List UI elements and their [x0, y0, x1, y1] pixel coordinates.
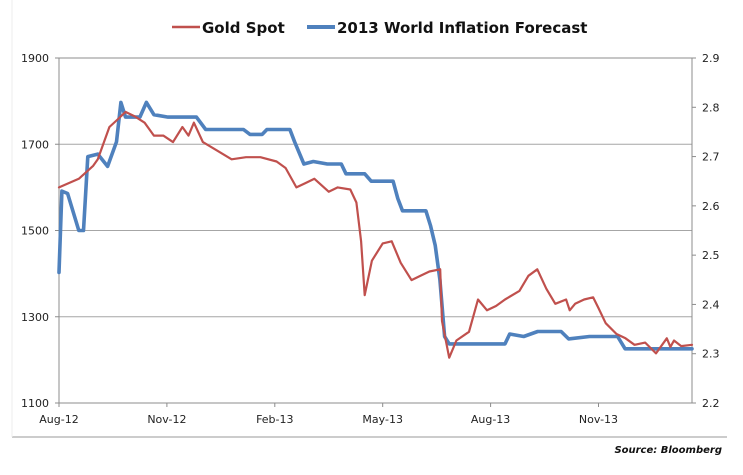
y-right-tick-label: 2.8 [702, 101, 720, 114]
y-left-axis: 1100 1300 1500 1700 1900 [21, 52, 59, 410]
y-left-tick-label: 1700 [21, 138, 49, 151]
series-layer [57, 100, 694, 359]
y-right-tick-label: 2.9 [702, 52, 720, 65]
y-left-tick-label: 1500 [21, 225, 49, 238]
y-right-tick-label: 2.6 [702, 200, 720, 213]
x-tick-label: May-13 [362, 413, 403, 426]
x-tick-label: Nov-12 [147, 413, 186, 426]
series-line-gold-spot [57, 110, 694, 359]
y-right-axis: 2.2 2.3 2.4 2.5 2.6 2.7 2.8 2.9 [692, 52, 720, 410]
source-label: Source: Bloomberg [614, 445, 722, 456]
legend-label-inflation: 2013 World Inflation Forecast [337, 19, 587, 37]
y-right-tick-label: 2.5 [702, 249, 720, 262]
legend-label-gold: Gold Spot [202, 19, 285, 37]
y-left-tick-label: 1100 [21, 397, 49, 410]
x-tick-label: Feb-13 [256, 413, 293, 426]
y-left-tick-label: 1900 [21, 52, 49, 65]
y-right-tick-label: 2.2 [702, 397, 720, 410]
x-axis: Aug-12 Nov-12 Feb-13 May-13 Aug-13 Nov-13 [39, 403, 618, 426]
legend: Gold Spot 2013 World Inflation Forecast [172, 19, 587, 37]
y-right-tick-label: 2.4 [702, 298, 720, 311]
y-right-tick-label: 2.7 [702, 151, 720, 164]
series-line-inflation-forecast [57, 100, 694, 351]
x-tick-label: Aug-13 [471, 413, 510, 426]
x-tick-label: Aug-12 [39, 413, 78, 426]
y-left-tick-label: 1300 [21, 311, 49, 324]
y-right-tick-label: 2.3 [702, 348, 720, 361]
gridlines [59, 57, 692, 318]
x-tick-label: Nov-13 [579, 413, 618, 426]
